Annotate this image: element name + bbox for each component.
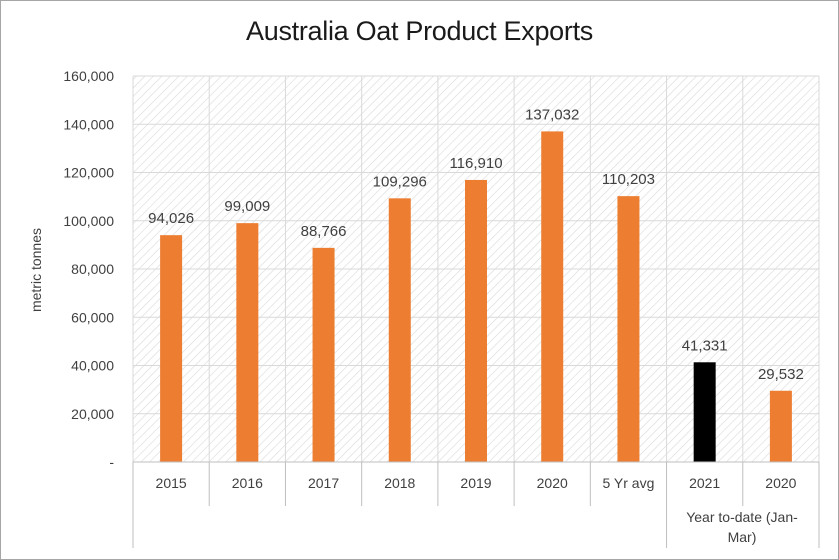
x-tick-label: 2015 bbox=[156, 475, 187, 491]
y-tick-label: 40,000 bbox=[71, 358, 114, 374]
x-tick-labels: 2015 2016 2017 2018 2019 2020 5 Yr avg 2021 2020 bbox=[156, 475, 797, 491]
data-label: 88,766 bbox=[301, 223, 347, 240]
x-tick-label: 2020 bbox=[765, 475, 796, 491]
x-tick-label: 5 Yr avg bbox=[602, 475, 654, 491]
data-label: 109,296 bbox=[373, 173, 427, 190]
x-tick-label: 2018 bbox=[384, 475, 415, 491]
group-label-continued: Mar) bbox=[728, 529, 757, 545]
y-tick-label: 120,000 bbox=[63, 165, 114, 181]
bar bbox=[693, 362, 716, 462]
bars bbox=[160, 131, 792, 463]
data-labels: 94,026 99,009 88,766 109,296 116,910 137,032 1… bbox=[148, 106, 804, 382]
bar bbox=[160, 235, 183, 462]
bar bbox=[617, 196, 640, 463]
y-tick-label: 160,000 bbox=[63, 68, 114, 84]
bar bbox=[769, 390, 792, 462]
x-tick-label: 2017 bbox=[308, 475, 339, 491]
data-label: 116,910 bbox=[449, 155, 502, 172]
x-tick-label: 2021 bbox=[689, 475, 720, 491]
y-tick-labels: - 20,000 40,000 60,000 80,000 100,000 120,000 1… bbox=[63, 68, 114, 470]
y-tick-label: - bbox=[109, 454, 114, 470]
y-tick-label: 100,000 bbox=[63, 213, 114, 229]
bar bbox=[236, 223, 259, 462]
bar bbox=[312, 247, 335, 462]
group-label: Year to-date (Jan- bbox=[686, 509, 798, 525]
data-label: 110,203 bbox=[602, 171, 655, 188]
data-label: 137,032 bbox=[525, 106, 579, 123]
y-tick-label: 20,000 bbox=[71, 406, 114, 422]
bar bbox=[541, 131, 564, 463]
x-tick-label: 2019 bbox=[460, 475, 491, 491]
x-tick-label: 2016 bbox=[232, 475, 263, 491]
y-tick-label: 80,000 bbox=[71, 261, 114, 277]
data-label: 94,026 bbox=[148, 210, 194, 227]
data-label: 29,532 bbox=[758, 366, 804, 383]
y-tick-label: 60,000 bbox=[71, 309, 114, 325]
chart-title: Australia Oat Product Exports bbox=[246, 16, 593, 46]
bar bbox=[465, 179, 487, 462]
x-tick-label: 2020 bbox=[537, 475, 568, 491]
bar bbox=[388, 198, 411, 462]
category-dividers bbox=[132, 461, 820, 548]
data-label: 41,331 bbox=[682, 337, 728, 354]
y-tick-label: 140,000 bbox=[63, 116, 114, 132]
data-label: 99,009 bbox=[224, 198, 270, 215]
